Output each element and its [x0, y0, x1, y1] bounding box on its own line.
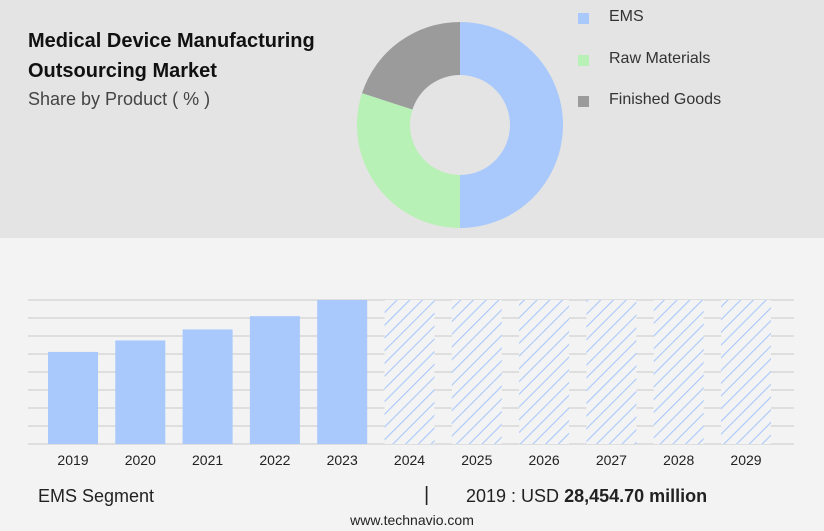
bar-2024	[384, 300, 435, 444]
footer-value: 2019 : USD 28,454.70 million	[466, 486, 707, 507]
bar-2021	[182, 329, 233, 444]
bar-chart: 2019 2020 2021 2022 2023 2024 2025 2026 2027 2028…	[28, 299, 794, 468]
chart-subtitle: Share by Product ( % )	[28, 89, 211, 109]
legend-label-ems: EMS	[609, 8, 644, 25]
chart-title-line2: Outsourcing Market	[28, 60, 217, 82]
donut-slice-finished-goods	[362, 22, 460, 110]
donut-slice-ems	[460, 22, 563, 228]
chart-title: Medical Device Manufacturing Outsourcing…	[28, 26, 368, 86]
x-tick-label-2020: 2020	[125, 452, 156, 468]
x-tick-label-2023: 2023	[327, 452, 358, 468]
x-tick-label-2027: 2027	[596, 452, 627, 468]
chart-title-line1: Medical Device Manufacturing	[28, 30, 315, 52]
bar-2019	[48, 351, 98, 444]
bar-2029	[721, 300, 771, 444]
x-tick-label-2026: 2026	[529, 452, 560, 468]
x-tick-label-2029: 2029	[730, 452, 761, 468]
bar-2028	[653, 300, 704, 444]
bar-2025	[451, 300, 502, 444]
bars-group	[48, 300, 771, 444]
x-tick-label-2025: 2025	[461, 452, 492, 468]
bar-2023	[317, 300, 368, 444]
bar-2022	[249, 316, 300, 444]
donut-chart	[356, 22, 563, 228]
footer-value-amount: 28,454.70 million	[564, 486, 708, 506]
legend-swatch-finished-goods	[578, 96, 589, 107]
bar-2026	[519, 300, 570, 444]
bar-2027	[586, 300, 637, 444]
legend-label-finished-goods: Finished Goods	[609, 91, 722, 108]
footer-segment-label: EMS Segment	[38, 486, 155, 506]
x-axis-labels: 2019 2020 2021 2022 2023 2024 2025 2026 2027 2028…	[57, 452, 761, 468]
bar-2020	[115, 340, 166, 444]
legend-label-raw-materials: Raw Materials	[609, 50, 711, 67]
x-tick-label-2022: 2022	[259, 452, 290, 468]
x-tick-label-2024: 2024	[394, 452, 425, 468]
legend-swatch-raw-materials	[578, 55, 589, 66]
footer-separator: |	[424, 484, 430, 506]
footer-url[interactable]: www.technavio.com	[350, 512, 474, 528]
x-tick-label-2028: 2028	[663, 452, 694, 468]
donut-slice-raw-materials	[356, 93, 460, 228]
legend-swatch-ems	[578, 13, 589, 24]
x-tick-label-2019: 2019	[57, 452, 88, 468]
x-tick-label-2021: 2021	[192, 452, 223, 468]
footer-value-prefix: 2019 : USD	[466, 486, 560, 506]
